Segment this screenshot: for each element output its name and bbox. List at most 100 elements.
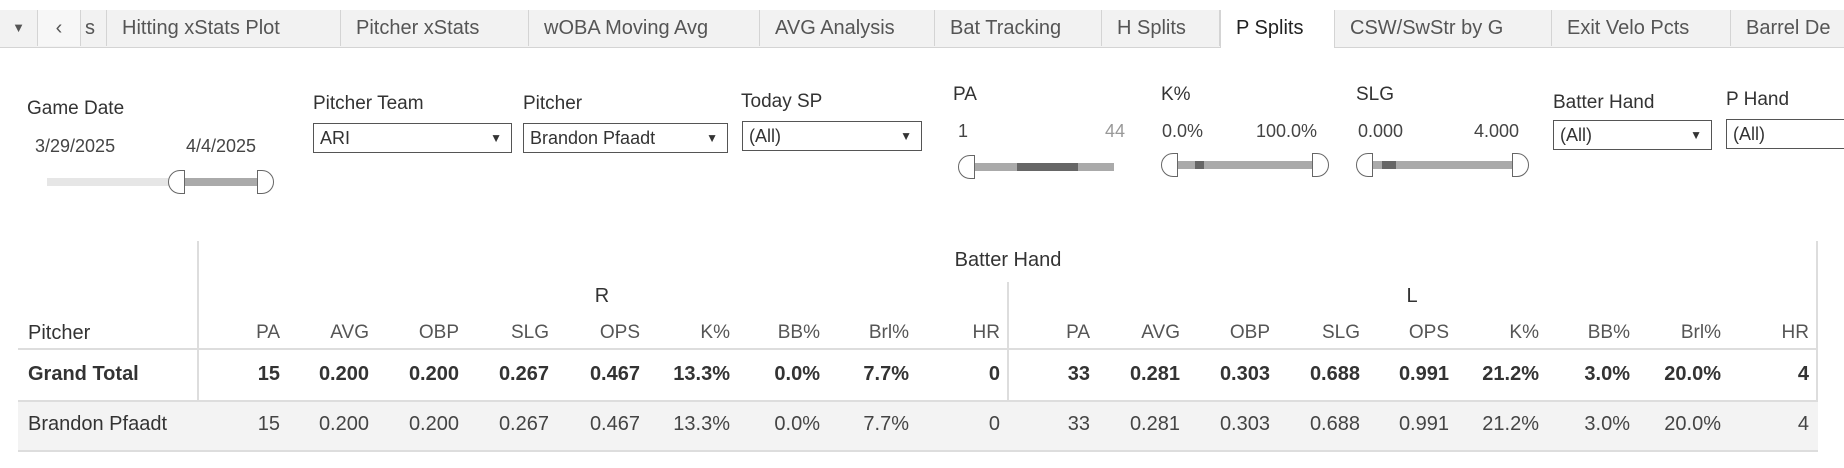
- today-sp-value: (All): [749, 126, 781, 146]
- pa-slider-data-range: [1017, 163, 1078, 171]
- k-pct-min: 0.0%: [1162, 121, 1204, 141]
- group-r-label: R: [594, 285, 610, 307]
- pitcher-team-value: ARI: [320, 128, 351, 148]
- today-sp-dropdown[interactable]: (All) ▼: [742, 121, 922, 151]
- column-header-l-ops: OPS: [1408, 322, 1449, 343]
- batter-hand-value: (All): [1560, 125, 1592, 145]
- table-cell: 0: [988, 413, 1000, 435]
- row-label: Brandon Pfaadt: [28, 413, 167, 435]
- slg-min-handle[interactable]: [1356, 153, 1373, 177]
- game-date-label: Game Date: [27, 98, 125, 119]
- slg-slider-track: [1370, 161, 1515, 169]
- table-cell: 4: [1797, 413, 1809, 435]
- game-date-max-handle[interactable]: [257, 170, 274, 194]
- table-cell: 20.0%: [1664, 363, 1721, 385]
- column-header-l-hr: HR: [1781, 322, 1809, 343]
- k-pct-slider-data-range: [1195, 161, 1204, 169]
- column-header-r-slg: SLG: [510, 322, 549, 343]
- table-cell: 0.200: [318, 413, 369, 435]
- column-header-r-hr: HR: [972, 322, 1000, 343]
- column-header-r-brl-pct: Brl%: [868, 322, 909, 343]
- tab-pitcher-xstats[interactable]: Pitcher xStats: [341, 10, 529, 46]
- column-header-r-avg: AVG: [330, 322, 369, 343]
- column-header-l-slg: SLG: [1321, 322, 1360, 343]
- table-cell: 0.267: [498, 363, 549, 385]
- column-header-r-k-pct: K%: [700, 322, 730, 343]
- tab-woba-moving-avg[interactable]: wOBA Moving Avg: [529, 10, 760, 46]
- game-date-min-handle[interactable]: [168, 170, 185, 194]
- table-cell: 3.0%: [1584, 413, 1630, 435]
- table-cell: 33: [1067, 363, 1090, 385]
- pa-max: 44: [1105, 121, 1126, 141]
- table-cell: 0.303: [1219, 413, 1270, 435]
- p-hand-value: (All): [1733, 124, 1765, 144]
- row-header-divider: [197, 241, 199, 451]
- today-sp-label: Today SP: [741, 91, 823, 112]
- pa-min-handle[interactable]: [958, 155, 975, 179]
- table-cell: 0.200: [408, 363, 459, 385]
- column-header-r-obp: OBP: [418, 322, 459, 343]
- slg-label: SLG: [1356, 84, 1395, 105]
- table-right-border: [1816, 241, 1818, 451]
- tab-truncated[interactable]: s: [81, 10, 107, 46]
- tab-exit-velo-pcts[interactable]: Exit Velo Pcts: [1552, 10, 1731, 46]
- batter-hand-dropdown[interactable]: (All) ▼: [1553, 120, 1712, 150]
- table-cell: 15: [257, 413, 280, 435]
- table-cell: 0.991: [1398, 363, 1449, 385]
- column-header-l-bb-pct: BB%: [1587, 322, 1630, 343]
- table-cell: 21.2%: [1482, 363, 1539, 385]
- pitcher-dropdown[interactable]: Brandon Pfaadt ▼: [523, 123, 728, 153]
- tab-hitting-xstats-plot[interactable]: Hitting xStats Plot: [107, 10, 341, 46]
- table-cell: 0.0%: [774, 363, 820, 385]
- k-pct-label: K%: [1161, 84, 1191, 105]
- row-header-pitcher: Pitcher: [28, 322, 91, 344]
- group-l-label: L: [1406, 285, 1418, 307]
- table-cell: 0.467: [589, 413, 640, 435]
- dropdown-arrow-icon: ▼: [706, 131, 718, 145]
- tab-csw-swstr-by-g[interactable]: CSW/SwStr by G: [1335, 10, 1552, 46]
- tab-barrel-de[interactable]: Barrel De: [1731, 10, 1844, 46]
- k-pct-min-handle[interactable]: [1161, 153, 1178, 177]
- tab-menu-dropdown-icon[interactable]: ▼: [0, 10, 38, 46]
- tab-avg-analysis[interactable]: AVG Analysis: [760, 10, 935, 46]
- column-header-l-pa: PA: [1066, 322, 1090, 343]
- slg-slider-data-range: [1382, 161, 1396, 169]
- pitcher-team-label: Pitcher Team: [313, 93, 424, 114]
- pitcher-value: Brandon Pfaadt: [530, 128, 656, 148]
- batter-hand-label: Batter Hand: [1553, 92, 1655, 113]
- tab-p-splits[interactable]: P Splits: [1220, 10, 1335, 48]
- group-divider: [1007, 282, 1009, 451]
- group-header-batter-hand: Batter Hand: [954, 249, 1062, 271]
- dropdown-arrow-icon: ▼: [490, 131, 502, 145]
- pitcher-team-dropdown[interactable]: ARI ▼: [313, 123, 512, 153]
- k-pct-max: 100.0%: [1256, 121, 1318, 141]
- column-header-r-bb-pct: BB%: [777, 322, 820, 343]
- table-cell: 7.7%: [863, 363, 909, 385]
- game-date-max: 4/4/2025: [186, 136, 257, 156]
- column-header-l-avg: AVG: [1141, 322, 1180, 343]
- p-hand-dropdown[interactable]: (All): [1726, 119, 1844, 149]
- tab-scroll-back-chevron-left-icon[interactable]: ‹: [38, 10, 81, 46]
- table-cell: 7.7%: [863, 413, 909, 435]
- dropdown-arrow-icon: ▼: [900, 129, 912, 143]
- column-header-l-brl-pct: Brl%: [1680, 322, 1721, 343]
- tab-h-splits[interactable]: H Splits: [1102, 10, 1220, 46]
- pa-min: 1: [958, 121, 969, 141]
- row-divider: [18, 400, 1818, 402]
- game-date-min: 3/29/2025: [35, 136, 116, 156]
- game-date-slider-range[interactable]: [180, 178, 262, 186]
- column-header-r-ops: OPS: [599, 322, 640, 343]
- tab-bat-tracking[interactable]: Bat Tracking: [935, 10, 1102, 46]
- column-header-r-pa: PA: [256, 322, 280, 343]
- sheet-tab-bar: ▼ ‹ s Hitting xStats Plot Pitcher xStats…: [0, 10, 1844, 48]
- p-hand-label: P Hand: [1726, 89, 1790, 110]
- table-cell: 4: [1797, 363, 1809, 385]
- k-pct-max-handle[interactable]: [1312, 153, 1329, 177]
- table-cell: 0.467: [589, 363, 640, 385]
- pitcher-label: Pitcher: [523, 93, 583, 114]
- table-cell: 0.281: [1129, 363, 1180, 385]
- table-cell: 0.281: [1129, 413, 1180, 435]
- table-cell: 0.200: [408, 413, 459, 435]
- game-date-slider-track: [47, 178, 172, 186]
- slg-max-handle[interactable]: [1512, 153, 1529, 177]
